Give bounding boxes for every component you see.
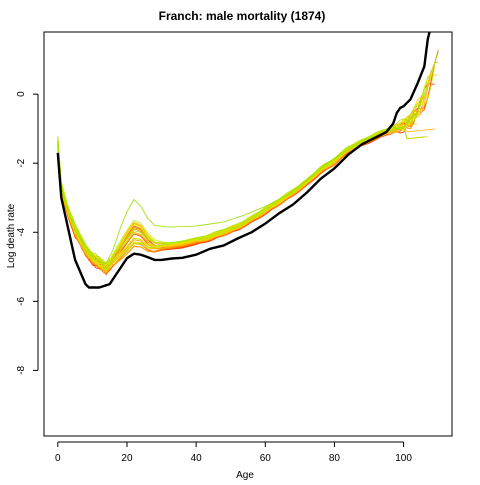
background-series-line — [57, 84, 429, 275]
axes: 0 20 40 60 80 100 0 -2 -4 -6 -8 — [16, 31, 453, 464]
y-axis-title: Log death rate — [6, 203, 17, 268]
highlight-series-line — [56, 32, 431, 289]
background-series-line — [57, 88, 425, 269]
series-group — [56, 32, 439, 289]
y-tick-label: -2 — [16, 158, 27, 167]
background-series-line — [57, 51, 439, 270]
background-series-line — [57, 61, 439, 274]
x-tick-label: 40 — [191, 453, 203, 464]
y-tick-label: 0 — [16, 91, 27, 97]
plot-frame — [43, 31, 453, 437]
background-series-line — [57, 109, 415, 273]
y-tick-label: -4 — [16, 227, 27, 236]
x-tick-label: 100 — [395, 453, 412, 464]
x-tick-label: 80 — [329, 453, 341, 464]
y-tick-label: -6 — [16, 296, 27, 305]
x-tick-label: 60 — [260, 453, 272, 464]
background-series-line — [57, 72, 439, 270]
y-tick-label: -8 — [16, 366, 27, 375]
x-tick-label: 0 — [55, 453, 61, 464]
background-series-line — [57, 115, 415, 271]
background-series-line — [57, 80, 432, 276]
background-series-line — [57, 95, 425, 265]
background-series-line — [57, 126, 428, 265]
background-series-line — [57, 96, 422, 268]
background-series-line — [57, 49, 439, 264]
x-axis-title: Age — [236, 470, 254, 480]
background-series-line — [57, 66, 436, 267]
x-tick-label: 20 — [121, 453, 133, 464]
background-series-line — [57, 70, 432, 271]
background-series-line — [57, 113, 418, 267]
chart-title: Franch: male mortality (1874) — [159, 9, 326, 23]
background-series-line — [57, 83, 435, 273]
background-series-line — [57, 105, 421, 271]
background-series-line — [57, 126, 425, 272]
background-series-line — [57, 98, 422, 269]
background-series-line — [57, 97, 428, 268]
plot-area — [56, 32, 439, 289]
